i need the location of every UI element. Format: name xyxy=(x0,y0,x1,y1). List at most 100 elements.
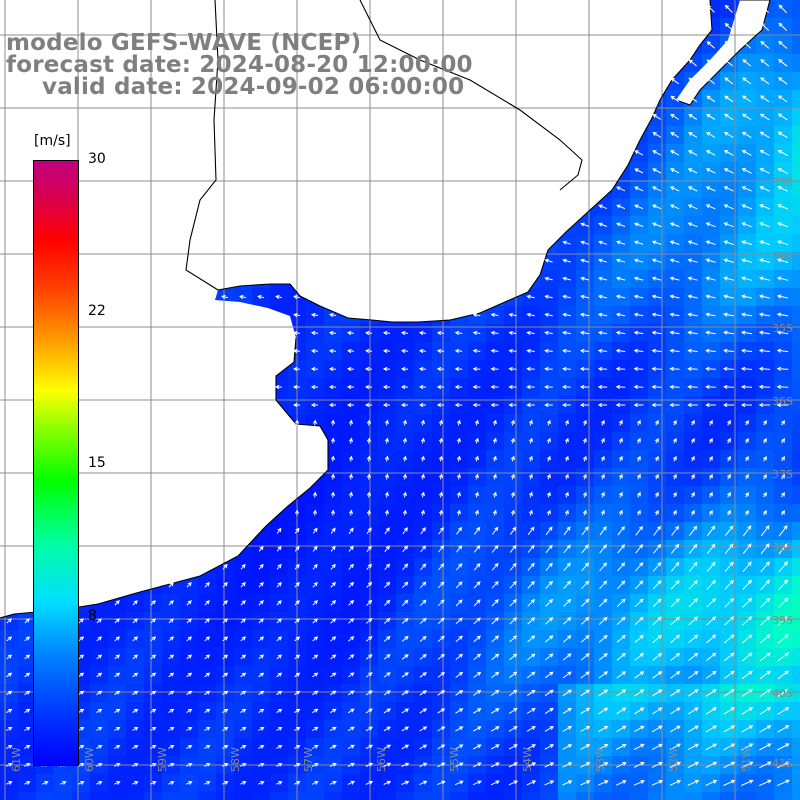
wind-arrow xyxy=(508,744,518,750)
colorbar-tick-8: 8 xyxy=(88,608,97,624)
wind-arrow xyxy=(294,600,300,606)
wind-arrow xyxy=(294,582,300,588)
wind-arrow xyxy=(654,455,659,462)
wind-arrow xyxy=(78,654,85,660)
wind-arrow xyxy=(562,689,572,697)
wind-arrow xyxy=(600,491,605,498)
wind-arrow xyxy=(456,437,461,444)
wind-arrow xyxy=(544,707,554,715)
wind-arrow xyxy=(204,600,210,606)
wind-cell xyxy=(792,666,800,685)
wind-arrow xyxy=(581,580,590,590)
wind-arrow xyxy=(348,617,355,624)
wind-arrow xyxy=(382,348,391,354)
wind-cell xyxy=(432,792,451,800)
wind-arrow xyxy=(328,330,337,336)
wind-arrow xyxy=(329,744,337,749)
wind-arrow xyxy=(634,725,645,733)
wind-arrow xyxy=(491,562,499,571)
wind-arrow xyxy=(365,744,374,750)
wind-arrow xyxy=(294,509,300,516)
wind-arrow xyxy=(562,276,571,281)
wind-arrow xyxy=(419,599,427,607)
lon-label: 51W xyxy=(740,747,753,772)
wind-arrow xyxy=(758,366,771,371)
wind-arrow xyxy=(400,402,408,408)
wind-arrow xyxy=(454,366,463,372)
wind-arrow xyxy=(258,763,265,767)
wind-arrow xyxy=(652,562,662,572)
wind-arrow xyxy=(240,654,247,660)
wind-arrow xyxy=(509,671,518,679)
wind-cell xyxy=(630,792,649,800)
wind-arrow xyxy=(705,779,718,786)
wind-arrow xyxy=(78,618,84,624)
wind-arrow xyxy=(544,366,553,372)
wind-arrow xyxy=(759,707,772,715)
wind-arrow xyxy=(383,708,391,714)
wind-arrow xyxy=(472,402,481,408)
wind-cell xyxy=(468,792,487,800)
wind-arrow xyxy=(364,348,373,354)
wind-arrow xyxy=(616,634,626,643)
wind-arrow xyxy=(455,653,463,660)
wind-arrow xyxy=(312,563,318,570)
wind-arrow xyxy=(691,437,695,444)
wind-arrow xyxy=(401,744,410,750)
wind-arrow xyxy=(616,204,626,210)
wind-arrow xyxy=(562,330,571,335)
wind-arrow xyxy=(60,781,67,785)
wind-arrow xyxy=(78,708,85,714)
wind-arrow xyxy=(150,618,156,624)
wind-arrow xyxy=(616,671,627,679)
wind-arrow xyxy=(759,615,771,626)
wind-cell xyxy=(792,36,800,55)
wind-arrow xyxy=(292,402,300,408)
wind-arrow xyxy=(706,598,716,608)
wind-arrow xyxy=(617,525,625,536)
wind-arrow xyxy=(330,636,337,642)
wind-arrow xyxy=(492,419,497,426)
wind-arrow xyxy=(778,4,788,14)
wind-arrow xyxy=(580,744,591,750)
wind-arrow xyxy=(670,670,681,679)
wind-arrow xyxy=(528,473,533,480)
wind-arrow xyxy=(437,780,446,786)
lon-label: 61W xyxy=(10,747,23,772)
wind-arrow xyxy=(777,725,790,733)
wind-arrow xyxy=(24,763,31,767)
wind-cell xyxy=(792,738,800,757)
wind-arrow xyxy=(651,294,662,299)
wind-arrow xyxy=(633,240,644,245)
wind-arrow xyxy=(364,366,373,372)
coastline-segment xyxy=(0,337,329,619)
wind-arrow xyxy=(706,634,717,644)
wind-arrow xyxy=(599,526,607,536)
wind-cell xyxy=(792,396,800,415)
wind-arrow xyxy=(258,690,265,696)
wind-arrow xyxy=(615,780,627,786)
wind-arrow xyxy=(687,689,699,697)
wind-arrow xyxy=(294,527,300,534)
wind-arrow xyxy=(597,330,608,335)
wind-arrow xyxy=(436,402,445,408)
wind-arrow xyxy=(527,526,535,536)
wind-arrow xyxy=(474,455,479,462)
lon-label: 56W xyxy=(375,747,388,772)
wind-arrow xyxy=(114,654,121,660)
wind-arrow xyxy=(615,258,626,263)
wind-arrow xyxy=(438,509,443,516)
wind-arrow xyxy=(96,672,103,678)
coastline-segment xyxy=(217,0,713,323)
wind-arrow xyxy=(438,455,443,462)
wind-arrow xyxy=(545,526,553,536)
wind-arrow xyxy=(420,437,425,444)
wind-arrow xyxy=(312,726,319,732)
wind-arrow xyxy=(204,781,211,785)
wind-arrow xyxy=(687,294,698,299)
wind-arrow xyxy=(777,240,789,246)
wind-arrow xyxy=(419,653,427,660)
wind-cell xyxy=(414,792,433,800)
wind-arrow xyxy=(669,348,680,353)
wind-arrow xyxy=(546,491,551,498)
